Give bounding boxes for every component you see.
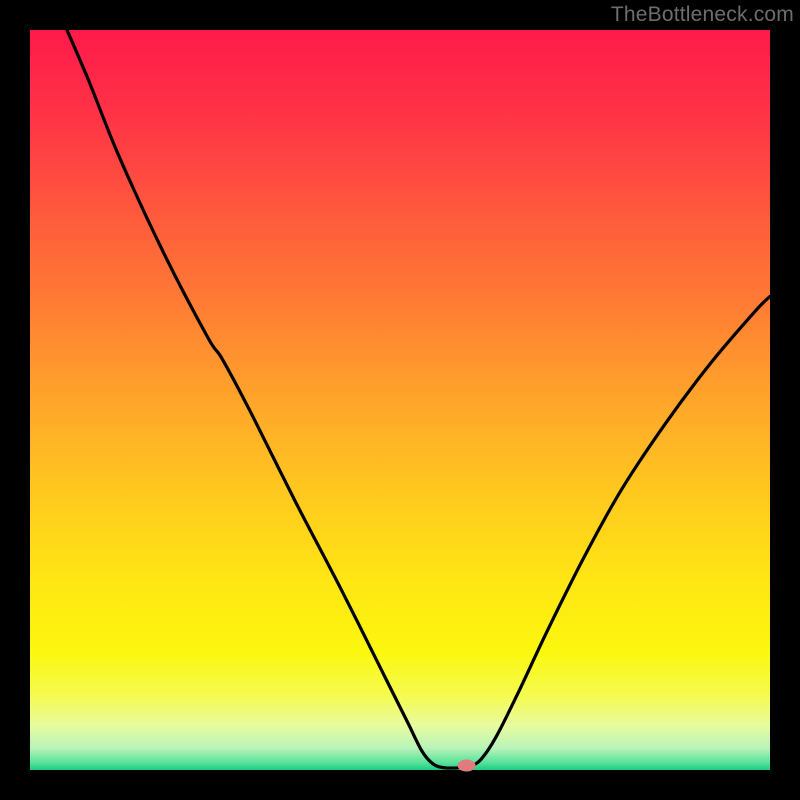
chart-container: TheBottleneck.com: [0, 0, 800, 800]
bottleneck-curve-chart: [0, 0, 800, 800]
optimum-marker: [458, 760, 476, 772]
plot-background: [30, 30, 770, 770]
watermark-text: TheBottleneck.com: [611, 3, 794, 27]
